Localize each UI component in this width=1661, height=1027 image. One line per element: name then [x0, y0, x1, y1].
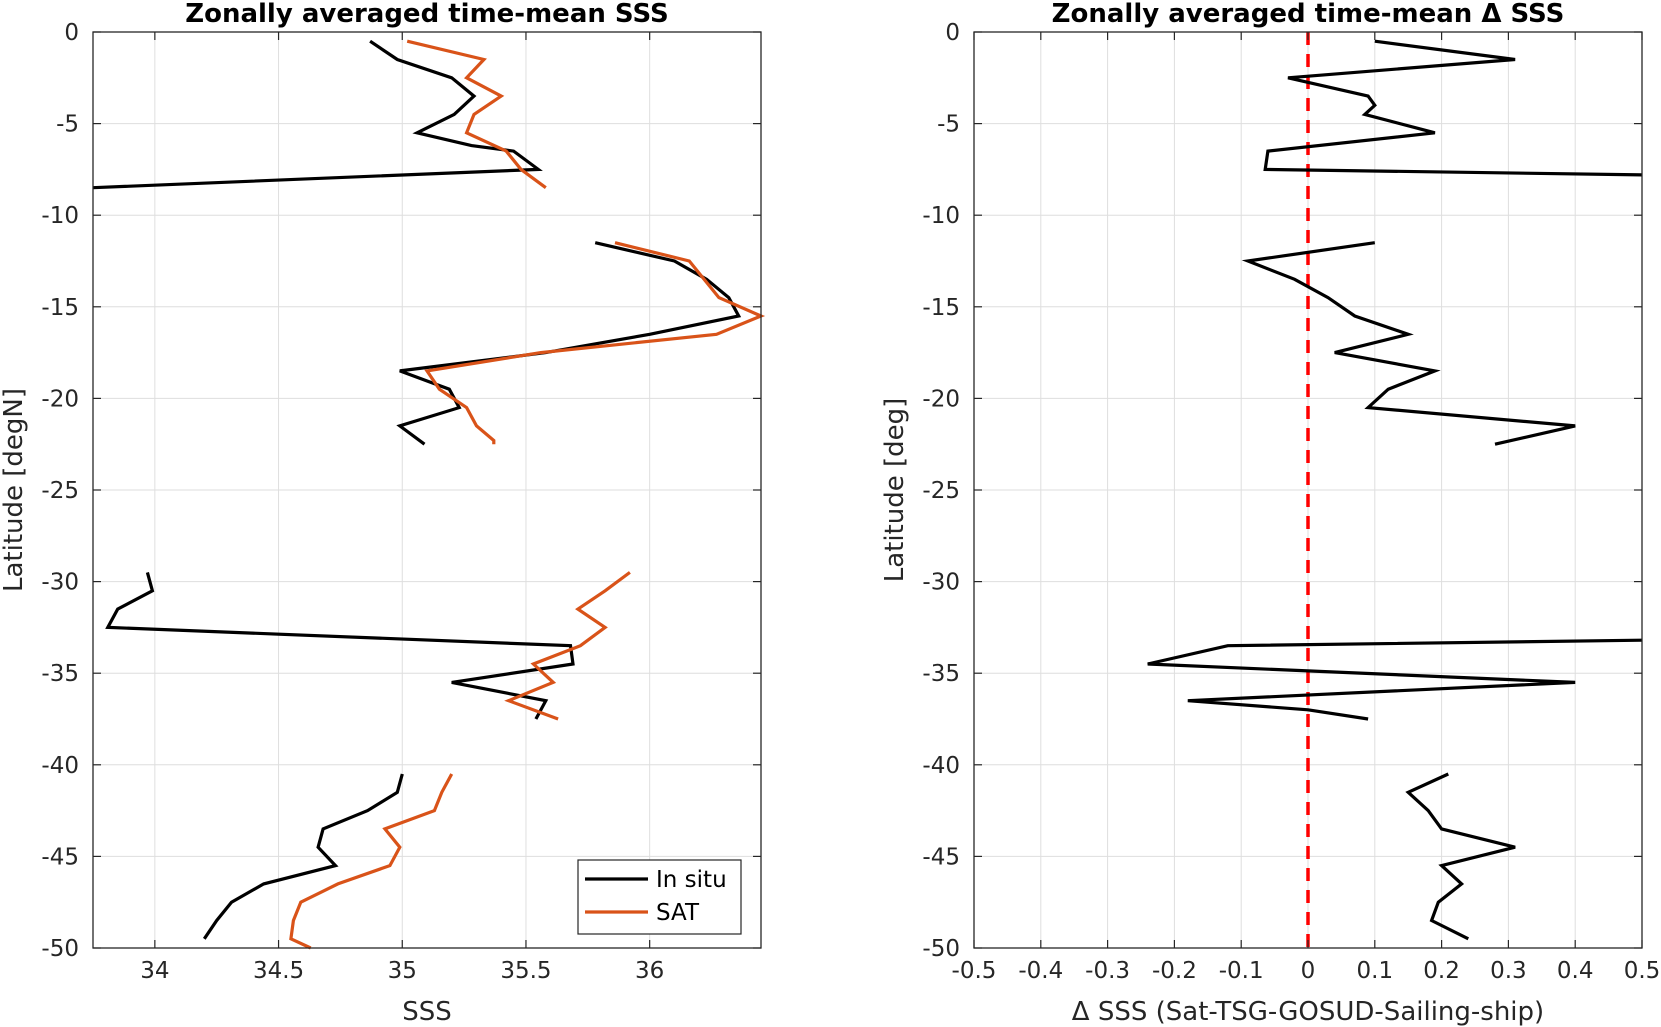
delta-sss-line-segment: [1241, 241, 1576, 446]
x-tick-label: 0: [1301, 958, 1316, 984]
legend-label-sat: SAT: [656, 900, 700, 926]
y-tick-label: -20: [41, 386, 79, 412]
y-tick-label: 0: [945, 20, 960, 46]
y-tick-label: -45: [41, 844, 79, 870]
right-series-lines: [1147, 39, 1643, 941]
y-tick-label: -5: [56, 112, 79, 138]
x-tick-label: 35: [388, 958, 417, 984]
x-tick-label: 34.5: [253, 958, 304, 984]
legend-box: [577, 859, 742, 935]
x-tick-label: -0.3: [1085, 958, 1130, 984]
y-tick-label: -10: [41, 203, 79, 229]
left-ticks: 34 34.5 35 35.5 36 0 -5 -10 -15 -20 -25 -30 -35 -40 -4…: [41, 20, 761, 984]
delta-sss-line-segment: [1405, 772, 1516, 941]
x-tick-label: 0.2: [1423, 958, 1460, 984]
in-situ-line-segment: [105, 571, 575, 720]
y-tick-label: -30: [922, 570, 960, 596]
y-tick-label: -25: [922, 478, 960, 504]
right-x-axis-label: Δ SSS (Sat-TSG-GOSUD-Sailing-ship): [1072, 997, 1544, 1027]
x-tick-label: 34: [140, 958, 169, 984]
left-chart-title: Zonally averaged time-mean SSS: [185, 0, 669, 29]
left-chart-panel: 34 34.5 35 35.5 36 0 -5 -10 -15 -20 -25 -30 -35 -40 -4…: [0, 0, 766, 1027]
right-chart-panel: -0.5 -0.4 -0.3 -0.2 -0.1 0 0.1 0.2 0.3 0.4 0.5 0 -5 -…: [880, 0, 1660, 1027]
in-situ-line-segment: [92, 39, 543, 190]
y-tick-label: -40: [41, 753, 79, 779]
x-tick-label: -0.2: [1152, 958, 1197, 984]
y-tick-label: -45: [922, 844, 960, 870]
right-y-axis-label: Latitude [deg]: [880, 398, 910, 583]
sat-line-segment: [406, 39, 547, 189]
y-tick-label: -15: [41, 295, 79, 321]
legend: In situ SAT: [577, 859, 742, 935]
x-tick-label: 35.5: [500, 958, 551, 984]
right-chart-title: Zonally averaged time-mean Δ SSS: [1052, 0, 1565, 29]
x-tick-label: 0.5: [1624, 958, 1661, 984]
x-tick-label: 0.3: [1490, 958, 1527, 984]
delta-sss-line-segment: [1147, 638, 1643, 721]
sat-line-segment: [424, 241, 766, 445]
x-tick-label: -0.1: [1219, 958, 1264, 984]
y-tick-label: -40: [922, 753, 960, 779]
x-tick-label: 36: [635, 958, 664, 984]
left-x-axis-label: SSS: [402, 997, 452, 1027]
x-tick-label: 0.4: [1557, 958, 1594, 984]
left-series-lines: [92, 39, 766, 950]
sat-line-segment: [289, 773, 454, 950]
y-tick-label: -35: [922, 661, 960, 687]
y-tick-label: -5: [937, 112, 960, 138]
x-tick-label: -0.5: [952, 958, 997, 984]
sat-line-segment: [504, 571, 631, 721]
y-tick-label: 0: [64, 20, 79, 46]
right-ticks: -0.5 -0.4 -0.3 -0.2 -0.1 0 0.1 0.2 0.3 0.4 0.5 0 -5 -…: [922, 20, 1660, 984]
legend-label-in-situ: In situ: [656, 867, 727, 893]
y-tick-label: -25: [41, 478, 79, 504]
y-tick-label: -10: [922, 203, 960, 229]
y-tick-label: -30: [41, 570, 79, 596]
delta-sss-line-segment: [1263, 39, 1643, 177]
x-tick-label: -0.4: [1018, 958, 1063, 984]
left-y-axis-label: Latitude [degN]: [0, 388, 29, 592]
x-tick-label: 0.1: [1357, 958, 1394, 984]
in-situ-line-segment: [202, 773, 404, 940]
y-tick-label: -50: [41, 936, 79, 962]
y-tick-label: -50: [922, 936, 960, 962]
y-tick-label: -15: [922, 295, 960, 321]
y-tick-label: -35: [41, 661, 79, 687]
y-tick-label: -20: [922, 386, 960, 412]
